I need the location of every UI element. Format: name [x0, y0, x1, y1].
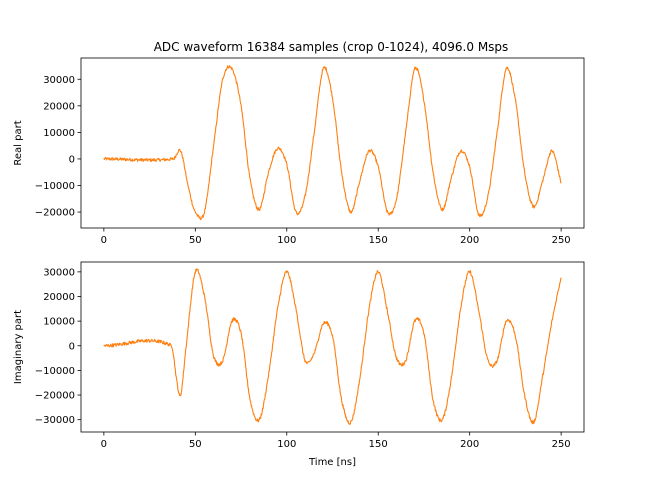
y-tick-label: −20000: [35, 208, 75, 219]
y-tick-label: 20000: [43, 101, 75, 112]
x-tick-label: 100: [277, 439, 296, 450]
y-tick-label: 30000: [43, 75, 75, 86]
chart-title: ADC waveform 16384 samples (crop 0-1024)…: [154, 40, 509, 54]
y-tick-label: 30000: [43, 267, 75, 278]
y-axis-label: Imaginary part: [13, 310, 24, 384]
x-tick-label: 200: [460, 439, 479, 450]
y-tick-label: −20000: [35, 391, 75, 402]
x-tick-label: 150: [369, 235, 388, 246]
waveform-line: [103, 65, 562, 221]
x-axis-label: Time [ns]: [308, 457, 356, 468]
subplot-real-part: 0 50 100 150 200 250 −20000 −10000 0 10000 20000 30…: [13, 57, 585, 246]
axes-frame: [80, 57, 585, 229]
y-tick-label: 0: [69, 341, 75, 352]
y-tick-label: −30000: [35, 415, 75, 426]
waveform-line: [103, 268, 562, 425]
x-tick-label: 0: [101, 439, 107, 450]
x-tick-label: 0: [101, 235, 107, 246]
x-tick-label: 200: [460, 235, 479, 246]
x-tick-label: 250: [552, 439, 571, 450]
y-tick-label: 10000: [43, 317, 75, 328]
x-tick-label: 50: [189, 439, 202, 450]
x-tick-label: 100: [277, 235, 296, 246]
y-tick-label: 20000: [43, 292, 75, 303]
x-tick-label: 150: [369, 439, 388, 450]
y-tick-label: 10000: [43, 128, 75, 139]
y-tick-label: −10000: [35, 181, 75, 192]
y-axis-label: Real part: [13, 120, 24, 165]
axes-frame: [80, 261, 585, 433]
y-tick-label: −10000: [35, 366, 75, 377]
y-tick-label: 0: [69, 154, 75, 165]
subplot-imaginary-part: 0 50 100 150 200 250 −30000 −20000 −10000 0 10000 2…: [13, 261, 585, 468]
x-tick-label: 250: [552, 235, 571, 246]
x-tick-label: 50: [189, 235, 202, 246]
